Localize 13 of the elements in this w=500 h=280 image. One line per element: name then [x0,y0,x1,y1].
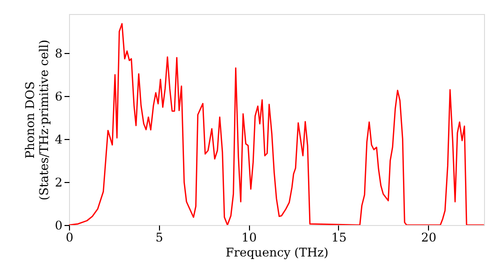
y-tick-label: 4 [54,132,63,146]
line-series [69,23,484,225]
x-tick-label: 15 [331,230,347,244]
y-axis-title: Phonon DOS (States/THz·primitive cell) [22,40,51,200]
y-tick-label: 6 [54,89,62,104]
y-tick-label: 8 [54,46,62,60]
y-tick-label: 0 [54,218,62,232]
x-tick-label: 5 [156,230,164,244]
x-tick-label: 0 [66,230,74,244]
x-tick-label: 10 [242,230,257,244]
y-tick-label: 2 [54,175,62,190]
x-axis-title: Frequency (THz) [226,246,328,260]
x-tick-label: 20 [421,230,436,244]
